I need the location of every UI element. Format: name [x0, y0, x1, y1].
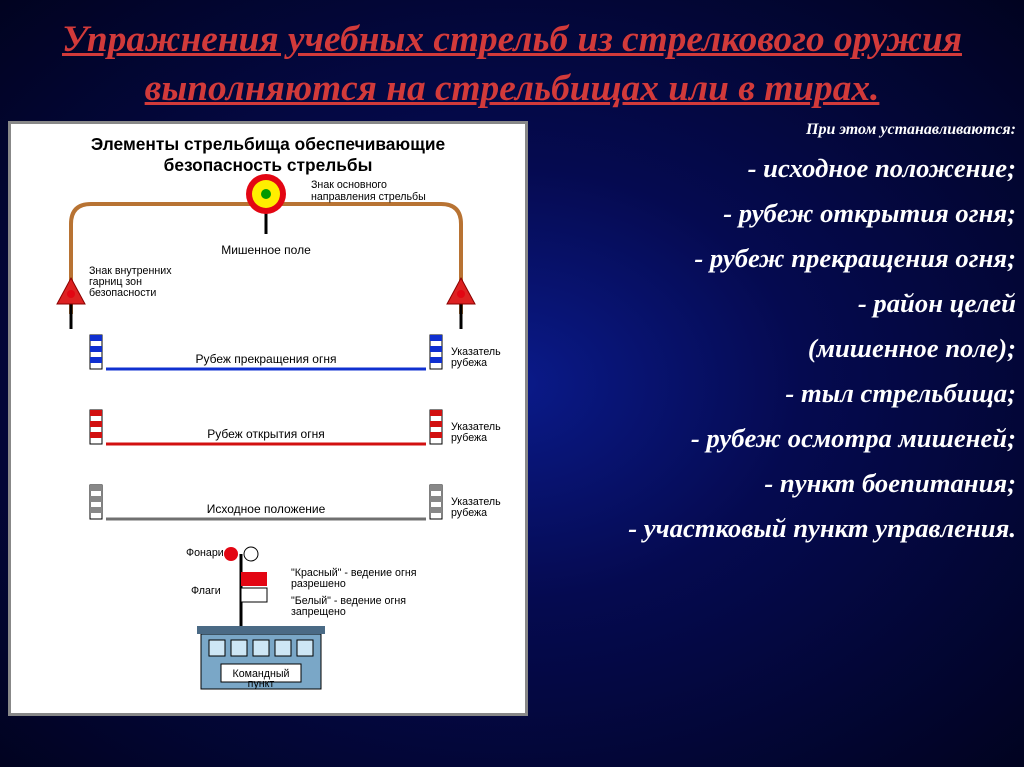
svg-text:Рубеж открытия огня: Рубеж открытия огня	[207, 427, 324, 441]
bullet-item: - пункт боепитания;	[546, 468, 1016, 499]
svg-text:Флаги: Флаги	[191, 585, 221, 597]
bullet-item: - рубеж прекращения огня;	[546, 243, 1016, 274]
text-column: При этом устанавливаются: - исходное пол…	[538, 121, 1016, 716]
svg-text:Указательрубежа: Указательрубежа	[451, 496, 501, 519]
svg-text:Рубеж прекращения огня: Рубеж прекращения огня	[196, 352, 337, 366]
svg-text:Мишенное поле: Мишенное поле	[221, 243, 311, 257]
slide-title: Упражнения учебных стрельб из стрелковог…	[0, 0, 1024, 121]
bullet-item: - участковый пункт управления.	[546, 513, 1016, 544]
svg-text:"Белый" - ведение огнязапрещен: "Белый" - ведение огнязапрещено	[291, 595, 406, 618]
content-row: Элементы стрельбища обеспечивающие безоп…	[0, 121, 1024, 716]
bullet-item: - район целей	[546, 288, 1016, 319]
svg-text:"Красный" - ведение огняразреш: "Красный" - ведение огняразрешено	[291, 567, 417, 590]
svg-text:Знак основногонаправления стре: Знак основногонаправления стрельбы	[311, 179, 426, 203]
bullet-list: - исходное положение; - рубеж открытия ог…	[546, 153, 1016, 544]
svg-text:Указательрубежа: Указательрубежа	[451, 346, 501, 369]
bullet-item: - исходное положение;	[546, 153, 1016, 184]
svg-text:Знак внутреннихгарниц зонбезоп: Знак внутреннихгарниц зонбезопасности	[89, 265, 172, 299]
list-intro: При этом устанавливаются:	[546, 121, 1016, 139]
diagram-svg: Знак основногонаправления стрельбы Мишенн…	[11, 164, 525, 719]
svg-text:пункт: пункт	[248, 678, 275, 690]
svg-text:Фонари: Фонари	[186, 547, 224, 559]
diagram-column: Элементы стрельбища обеспечивающие безоп…	[8, 121, 538, 716]
svg-text:Исходное положение: Исходное положение	[207, 502, 326, 516]
bullet-item: (мишенное поле);	[546, 333, 1016, 364]
svg-text:Указательрубежа: Указательрубежа	[451, 421, 501, 444]
bullet-item: - рубеж открытия огня;	[546, 198, 1016, 229]
bullet-item: - рубеж осмотра мишеней;	[546, 423, 1016, 454]
diagram-frame: Элементы стрельбища обеспечивающие безоп…	[8, 121, 528, 716]
bullet-item: - тыл стрельбища;	[546, 378, 1016, 409]
